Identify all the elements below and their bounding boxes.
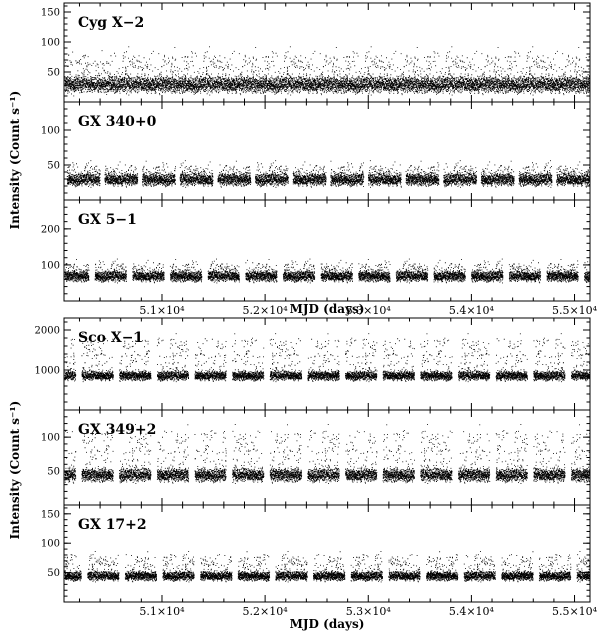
source-name-label: GX 17+2 [78,517,147,533]
y-tick-label: 50 [47,68,60,79]
y-tick-label: 100 [41,38,60,49]
y-tick-label: 50 [47,467,60,478]
x-tick-label: 5.3×10⁴ [346,304,392,317]
y-tick-label: 100 [41,260,60,271]
y-tick-label: 150 [41,8,60,19]
y-tick-label: 100 [41,433,60,444]
y-tick-label: 150 [41,509,60,520]
source-name-label: GX 5−1 [78,212,137,228]
panel-frame [63,199,591,302]
panel-0-0: 50 100 150 Cyg X−2 [41,2,591,103]
panel-1-1: 50 100 GX 349+2 [41,409,591,506]
lower-figure-group: Intensity (Count s⁻¹) MJD (days) 1000 200… [8,317,598,631]
x-tick-label: 5.1×10⁴ [139,304,185,317]
x-tick-label: 5.1×10⁴ [139,605,185,618]
x-axis-title-lower: MJD (days) [290,617,365,631]
y-tick-label: 50 [47,161,60,172]
x-tick-label: 5.4×10⁴ [449,304,495,317]
y-axis-title-upper: Intensity (Count s⁻¹) [8,91,22,230]
x-axis-title-upper: MJD (days) [290,302,365,316]
source-name-label: Cyg X−2 [78,15,144,31]
x-tick-label: 5.4×10⁴ [449,605,495,618]
light-curve-points [64,333,591,383]
y-tick-label: 100 [41,539,60,550]
y-tick-label: 2000 [35,326,60,337]
panel-0-2: 100 200 GX 5−1 [41,199,591,302]
x-tick-label: 5.3×10⁴ [346,605,392,618]
panel-1-0: 1000 2000 Sco X−1 [35,317,591,411]
y-tick-label: 50 [47,568,60,579]
light-curve-points [64,258,591,284]
x-tick-label: 5.2×10⁴ [243,605,289,618]
source-name-label: Sco X−1 [78,330,143,346]
y-tick-label: 200 [41,224,60,235]
upper-figure-group: Intensity (Count s⁻¹) MJD (days) 50 100 15… [8,2,598,317]
source-name-label: GX 340+0 [78,114,157,130]
y-tick-label: 1000 [35,366,60,377]
source-name-label: GX 349+2 [78,422,156,438]
light-curve-points [64,46,591,97]
light-curve-points [66,160,591,188]
light-curve-points [64,551,591,583]
x-tick-label: 5.5×10⁴ [552,605,598,618]
x-tick-label: 5.2×10⁴ [243,304,289,317]
y-tick-label: 100 [41,126,60,137]
y-axis-title-lower: Intensity (Count s⁻¹) [8,401,22,540]
light-curve-points [64,424,591,484]
panel-1-2: 50 100 150 GX 17+2 [41,504,591,603]
x-tick-label: 5.5×10⁴ [552,304,598,317]
panel-0-1: 50 100 GX 340+0 [41,101,591,201]
